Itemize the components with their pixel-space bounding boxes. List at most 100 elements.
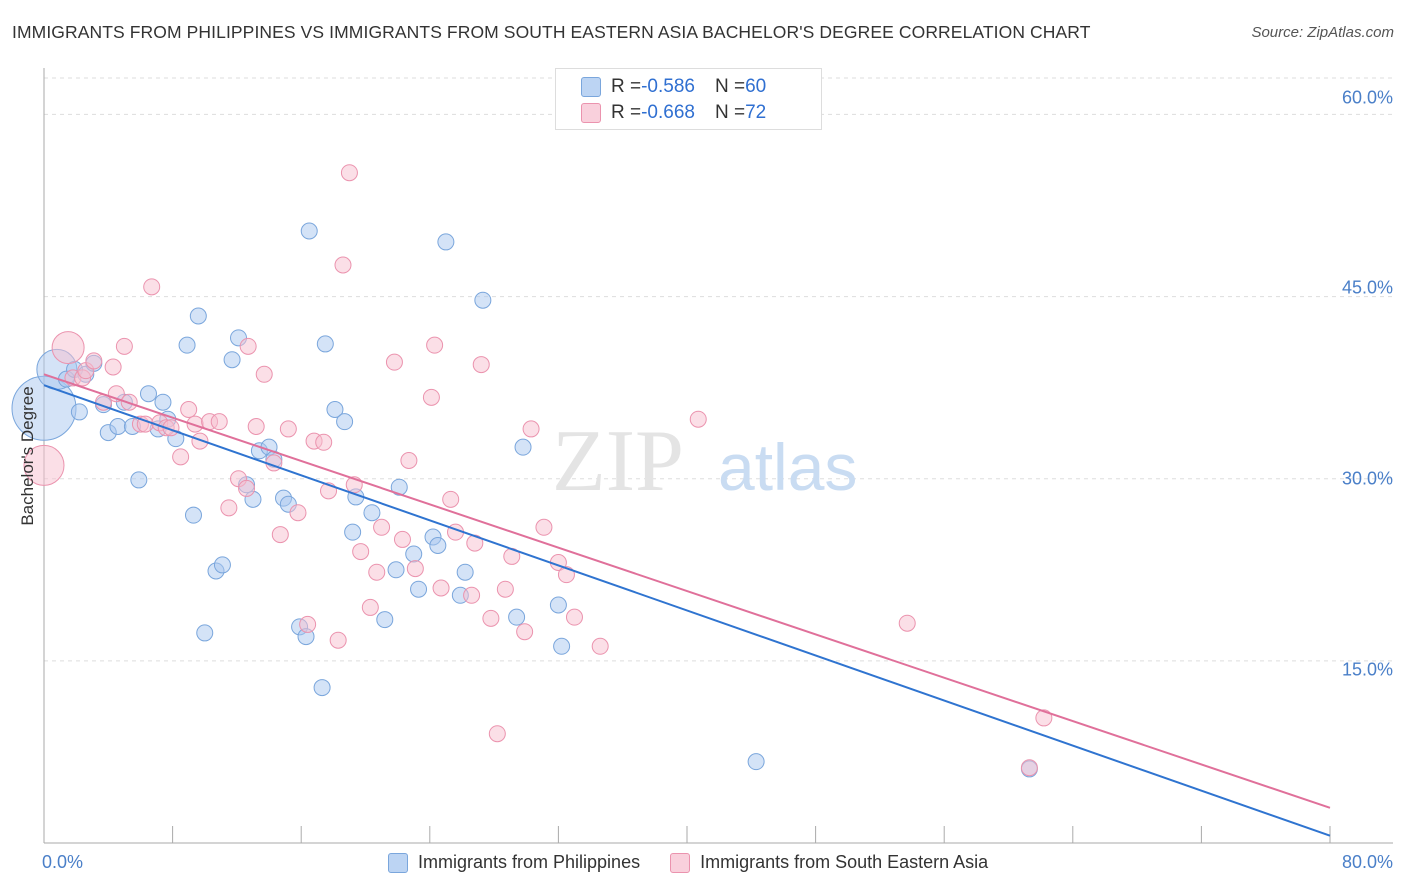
point-sea	[565, 608, 583, 626]
series-legend: Immigrants from Philippines Immigrants f…	[388, 852, 1018, 873]
legend-item-philippines[interactable]: Immigrants from Philippines	[388, 852, 640, 873]
point-sea	[488, 725, 506, 743]
point-sea	[472, 356, 490, 374]
point-philippines	[336, 413, 354, 431]
r-label: R =	[611, 102, 642, 123]
point-philippines	[410, 580, 428, 598]
point-philippines	[70, 403, 88, 421]
x-tick-0: 0.0%	[42, 852, 84, 872]
point-sea	[406, 560, 424, 578]
point-sea	[426, 336, 444, 354]
point-sea	[239, 337, 257, 355]
point-sea	[1035, 709, 1053, 727]
point-philippines	[189, 307, 207, 325]
n-label: N =	[714, 76, 746, 97]
gridlines	[44, 77, 1393, 662]
point-sea	[115, 337, 133, 355]
data-points	[11, 164, 1053, 778]
legend-item-sea[interactable]: Immigrants from South Eastern Asia	[670, 852, 988, 873]
point-sea	[898, 614, 916, 632]
trend-line-philippines	[43, 384, 1331, 837]
watermark-zip: ZIP	[552, 413, 684, 510]
point-sea	[352, 543, 370, 561]
point-sea	[422, 388, 440, 406]
n-value-philippines: 60	[745, 76, 767, 97]
y-tick-30: 30.0%	[1341, 468, 1393, 489]
point-sea	[482, 609, 500, 627]
legend-label-philippines: Immigrants from Philippines	[418, 852, 641, 872]
point-sea	[442, 490, 460, 508]
point-sea	[255, 365, 273, 383]
blue-swatch	[388, 852, 408, 873]
point-philippines	[139, 385, 157, 403]
point-sea	[385, 353, 403, 371]
point-sea	[1020, 759, 1038, 777]
point-philippines	[553, 637, 571, 655]
point-sea	[466, 534, 484, 552]
point-sea	[334, 256, 352, 274]
r-value-philippines: -0.586	[641, 76, 695, 97]
point-sea	[329, 631, 347, 649]
trend-line-sea	[43, 373, 1331, 809]
y-tick-60: 60.0%	[1341, 87, 1393, 108]
point-sea	[279, 420, 297, 438]
stats-legend-row-sea: R = -0.668 N = 72	[581, 100, 766, 126]
pink-swatch	[670, 852, 691, 873]
point-sea	[463, 586, 481, 604]
n-label: N =	[714, 102, 746, 123]
point-sea	[361, 598, 379, 616]
point-sea	[340, 164, 358, 182]
point-philippines	[313, 679, 331, 697]
point-philippines	[405, 545, 423, 563]
point-philippines	[154, 393, 172, 411]
point-philippines	[326, 401, 344, 418]
point-philippines	[363, 504, 381, 522]
point-philippines	[456, 563, 474, 581]
point-sea	[191, 432, 209, 450]
point-sea	[172, 448, 190, 466]
point-philippines	[223, 351, 241, 369]
y-tick-15: 15.0%	[1341, 659, 1393, 680]
point-philippines	[184, 506, 202, 524]
point-philippines	[429, 537, 447, 554]
point-sea	[315, 433, 333, 451]
point-sea	[51, 331, 85, 365]
point-philippines	[178, 336, 196, 354]
point-philippines	[390, 478, 408, 496]
chart-title: IMMIGRANTS FROM PHILIPPINES VS IMMIGRANT…	[12, 22, 1091, 42]
point-sea	[247, 418, 265, 435]
axes	[43, 68, 1393, 844]
point-philippines	[213, 556, 231, 574]
x-tick-80: 80.0%	[1341, 852, 1393, 872]
watermark-atlas: atlas	[718, 430, 857, 504]
point-sea	[373, 518, 391, 536]
point-sea	[535, 518, 553, 536]
point-sea	[689, 410, 707, 428]
point-sea	[516, 623, 534, 641]
point-sea	[522, 420, 540, 438]
point-sea	[400, 452, 418, 469]
point-philippines	[437, 233, 455, 251]
point-sea	[180, 401, 198, 418]
n-value-sea: 72	[745, 102, 767, 123]
point-sea	[210, 413, 228, 431]
y-axis-label: Bachelor's Degree	[18, 386, 37, 526]
point-philippines	[344, 523, 362, 541]
point-philippines	[474, 291, 492, 309]
r-label: R =	[611, 76, 642, 97]
point-sea	[271, 526, 289, 544]
point-philippines	[376, 611, 394, 629]
y-tick-45: 45.0%	[1341, 277, 1393, 298]
point-philippines	[316, 335, 334, 353]
point-sea	[23, 444, 65, 486]
point-philippines	[387, 561, 405, 579]
point-sea	[289, 504, 307, 522]
point-sea	[220, 499, 238, 517]
legend-label-sea: Immigrants from South Eastern Asia	[700, 852, 989, 872]
point-philippines	[747, 753, 765, 771]
point-sea	[238, 479, 256, 497]
r-value-sea: -0.668	[641, 102, 695, 123]
pink-swatch	[581, 103, 601, 123]
point-philippines	[508, 608, 526, 626]
point-philippines	[300, 222, 318, 240]
